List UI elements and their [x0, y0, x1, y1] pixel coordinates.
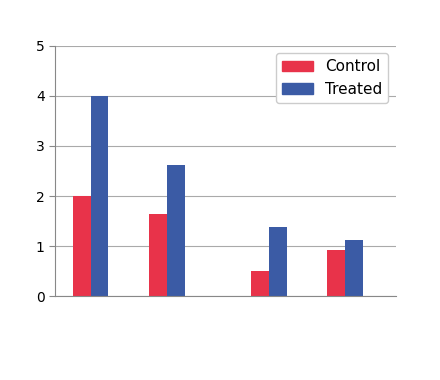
Legend: Control, Treated: Control, Treated [276, 53, 389, 103]
Bar [73, 196, 91, 296]
Bar [149, 214, 167, 296]
Bar [167, 165, 185, 296]
Bar [345, 240, 363, 296]
Bar [251, 271, 269, 296]
Bar [91, 96, 108, 296]
Bar [269, 227, 286, 296]
Bar [327, 250, 345, 296]
